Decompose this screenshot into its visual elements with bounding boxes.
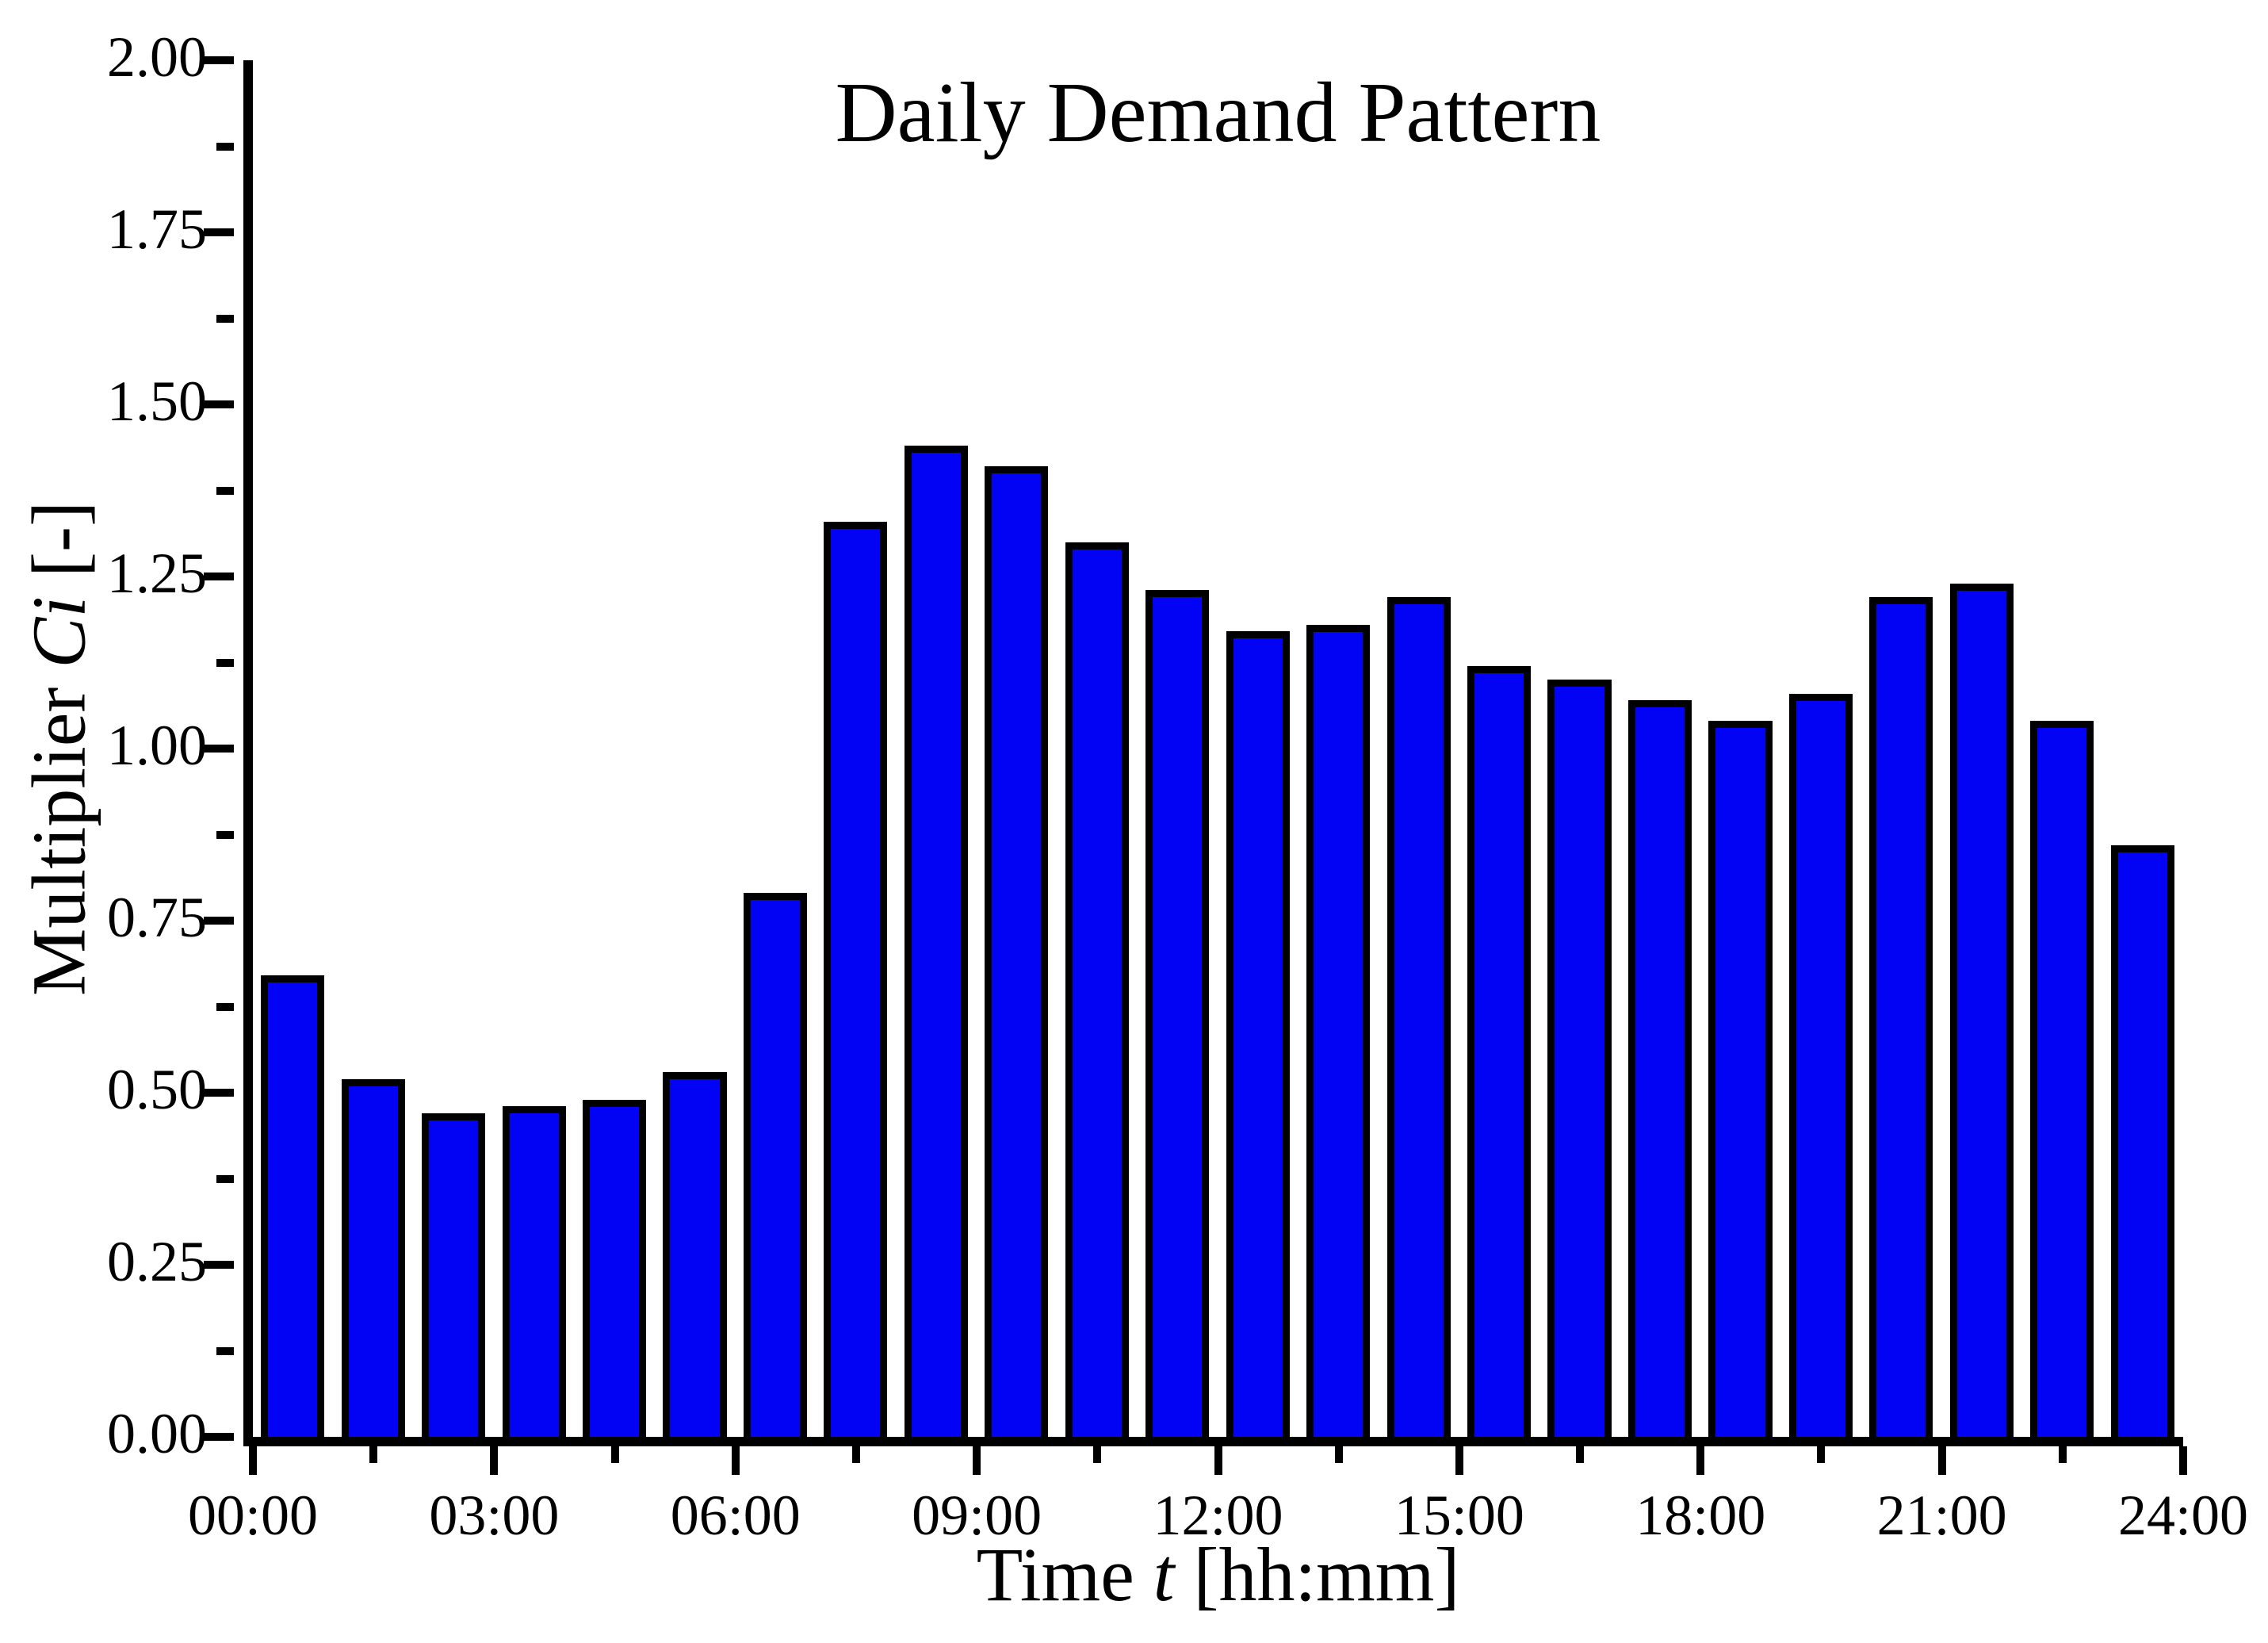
y-tick-label: 1.25 xyxy=(107,542,207,606)
bar-18:00 xyxy=(1708,721,1773,1437)
bar-12:00 xyxy=(1226,631,1290,1437)
x-minor-tick xyxy=(851,1446,860,1463)
x-tick-label: 09:00 xyxy=(912,1484,1042,1547)
axis-label-text: Time xyxy=(976,1532,1153,1617)
x-minor-tick xyxy=(1576,1446,1585,1463)
y-minor-tick xyxy=(216,830,234,839)
y-tick-label: 0.75 xyxy=(107,886,207,950)
axis-label-variable: t xyxy=(1153,1532,1175,1617)
axis-label-text: [hh:mm] xyxy=(1174,1532,1460,1617)
y-minor-tick xyxy=(216,314,234,323)
y-tick-label: 0.50 xyxy=(107,1058,207,1122)
bar-05:00 xyxy=(663,1071,727,1437)
bar-13:00 xyxy=(1306,624,1371,1437)
y-major-tick xyxy=(204,1433,234,1441)
y-tick-label: 1.75 xyxy=(107,197,207,262)
bar-17:00 xyxy=(1627,700,1692,1437)
x-tick-label: 15:00 xyxy=(1394,1484,1524,1547)
x-minor-tick xyxy=(369,1446,378,1463)
bar-07:00 xyxy=(824,521,888,1437)
bar-00:00 xyxy=(261,975,325,1437)
x-tick-label: 18:00 xyxy=(1635,1484,1766,1547)
x-major-tick xyxy=(1937,1446,1946,1475)
x-minor-tick xyxy=(2058,1446,2067,1463)
y-major-tick xyxy=(204,745,234,753)
y-minor-tick xyxy=(216,142,234,151)
x-major-tick xyxy=(731,1446,740,1475)
x-major-tick xyxy=(249,1446,257,1475)
bar-16:00 xyxy=(1547,680,1612,1437)
y-major-tick xyxy=(204,1089,234,1097)
bar-21:00 xyxy=(1949,583,2014,1437)
y-minor-tick xyxy=(216,1346,234,1355)
bar-15:00 xyxy=(1467,665,1532,1437)
x-major-tick xyxy=(1455,1446,1463,1475)
y-tick-label: 1.00 xyxy=(107,714,207,778)
x-minor-tick xyxy=(1817,1446,1826,1463)
bar-02:00 xyxy=(422,1113,486,1437)
y-tick-label: 0.00 xyxy=(107,1402,207,1466)
y-axis-label: Multiplier Ci [-] xyxy=(15,501,103,996)
x-major-tick xyxy=(1214,1446,1222,1475)
bar-01:00 xyxy=(341,1078,405,1437)
plot-area: Daily Demand Pattern Multiplier Ci [-] T… xyxy=(17,25,2249,1617)
axis-label-variable: Ci xyxy=(16,596,101,668)
y-major-tick xyxy=(204,573,234,580)
y-minor-tick xyxy=(216,1002,234,1011)
y-minor-tick xyxy=(216,486,234,495)
bar-14:00 xyxy=(1386,597,1451,1437)
x-tick-label: 00:00 xyxy=(187,1484,319,1547)
y-minor-tick xyxy=(216,658,234,667)
x-minor-tick xyxy=(1093,1446,1102,1463)
y-tick-label: 1.50 xyxy=(107,370,207,434)
bar-20:00 xyxy=(1869,597,1933,1437)
x-tick-label: 24:00 xyxy=(2117,1484,2249,1547)
y-tick-label: 0.25 xyxy=(107,1230,207,1294)
x-minor-tick xyxy=(1334,1446,1343,1463)
x-minor-tick xyxy=(610,1446,619,1463)
x-major-tick xyxy=(2179,1446,2187,1475)
x-tick-label: 03:00 xyxy=(429,1484,560,1547)
bar-22:00 xyxy=(2030,721,2094,1437)
axis-label-text: [-] xyxy=(16,501,101,596)
y-minor-tick xyxy=(216,1174,234,1183)
bar-11:00 xyxy=(1145,590,1210,1437)
chart-title: Daily Demand Pattern xyxy=(835,66,1601,160)
y-major-tick xyxy=(204,1261,234,1269)
bar-19:00 xyxy=(1788,693,1853,1437)
y-major-tick xyxy=(204,917,234,925)
bar-03:00 xyxy=(502,1106,566,1437)
x-major-tick xyxy=(973,1446,981,1475)
bar-04:00 xyxy=(582,1099,647,1437)
bar-08:00 xyxy=(904,446,968,1437)
x-tick-label: 12:00 xyxy=(1153,1484,1283,1547)
y-major-tick xyxy=(204,400,234,408)
y-major-tick xyxy=(204,56,234,64)
x-tick-label: 06:00 xyxy=(670,1484,801,1547)
y-tick-label: 2.00 xyxy=(107,25,207,90)
bar-23:00 xyxy=(2110,844,2174,1437)
x-major-tick xyxy=(490,1446,499,1475)
bar-06:00 xyxy=(743,893,808,1437)
axis-label-text: Multiplier xyxy=(16,668,101,996)
x-major-tick xyxy=(1696,1446,1705,1475)
y-major-tick xyxy=(204,228,234,236)
bar-09:00 xyxy=(985,466,1049,1437)
x-axis-label: Time t [hh:mm] xyxy=(977,1530,1460,1618)
x-tick-label: 21:00 xyxy=(1876,1484,2007,1547)
bar-10:00 xyxy=(1065,542,1129,1437)
